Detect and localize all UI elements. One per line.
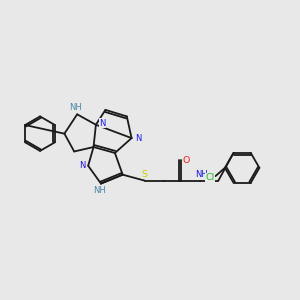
Text: N: N bbox=[79, 161, 86, 170]
Text: NH: NH bbox=[69, 103, 82, 112]
Text: Cl: Cl bbox=[206, 173, 215, 182]
Text: O: O bbox=[183, 156, 190, 165]
Text: S: S bbox=[142, 169, 148, 178]
Text: N: N bbox=[135, 134, 141, 142]
Text: NH: NH bbox=[93, 186, 106, 195]
Text: NH: NH bbox=[195, 169, 208, 178]
Text: N: N bbox=[99, 119, 106, 128]
